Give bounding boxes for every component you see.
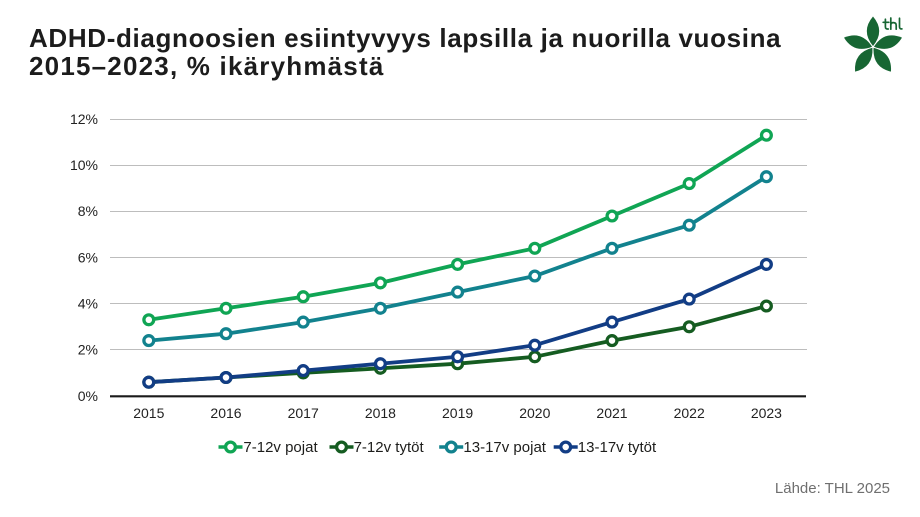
- svg-text:2015: 2015: [133, 405, 164, 421]
- svg-text:2021: 2021: [596, 405, 627, 421]
- svg-text:6%: 6%: [78, 249, 98, 265]
- svg-text:12%: 12%: [70, 111, 98, 127]
- svg-text:2016: 2016: [210, 405, 241, 421]
- svg-text:4%: 4%: [78, 296, 98, 312]
- svg-text:2022: 2022: [674, 405, 705, 421]
- svg-text:8%: 8%: [78, 203, 98, 219]
- svg-text:10%: 10%: [70, 157, 98, 173]
- svg-text:7-12v pojat: 7-12v pojat: [243, 439, 318, 456]
- svg-text:2018: 2018: [365, 405, 396, 421]
- svg-text:2023: 2023: [751, 405, 782, 421]
- svg-text:2020: 2020: [519, 405, 550, 421]
- svg-text:13-17v pojat: 13-17v pojat: [463, 439, 546, 456]
- svg-text:0%: 0%: [78, 388, 98, 404]
- svg-text:Lähde: THL 2025: Lähde: THL 2025: [775, 480, 890, 497]
- svg-text:2%: 2%: [78, 342, 98, 358]
- svg-text:2017: 2017: [288, 405, 319, 421]
- svg-text:2019: 2019: [442, 405, 473, 421]
- svg-text:13-17v tytöt: 13-17v tytöt: [578, 439, 657, 456]
- svg-text:7-12v tytöt: 7-12v tytöt: [354, 439, 425, 456]
